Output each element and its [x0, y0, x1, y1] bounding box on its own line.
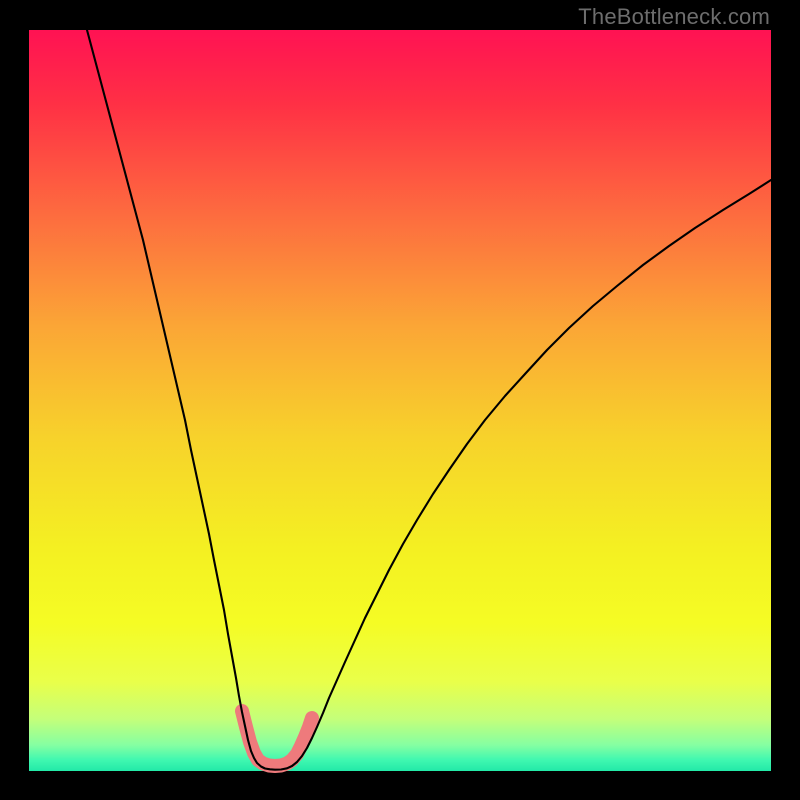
chart-root: TheBottleneck.com [0, 0, 800, 800]
watermark-text: TheBottleneck.com [578, 4, 770, 30]
plot-area [29, 30, 771, 771]
bottleneck-curve [87, 30, 771, 770]
curve-layer [29, 30, 771, 771]
